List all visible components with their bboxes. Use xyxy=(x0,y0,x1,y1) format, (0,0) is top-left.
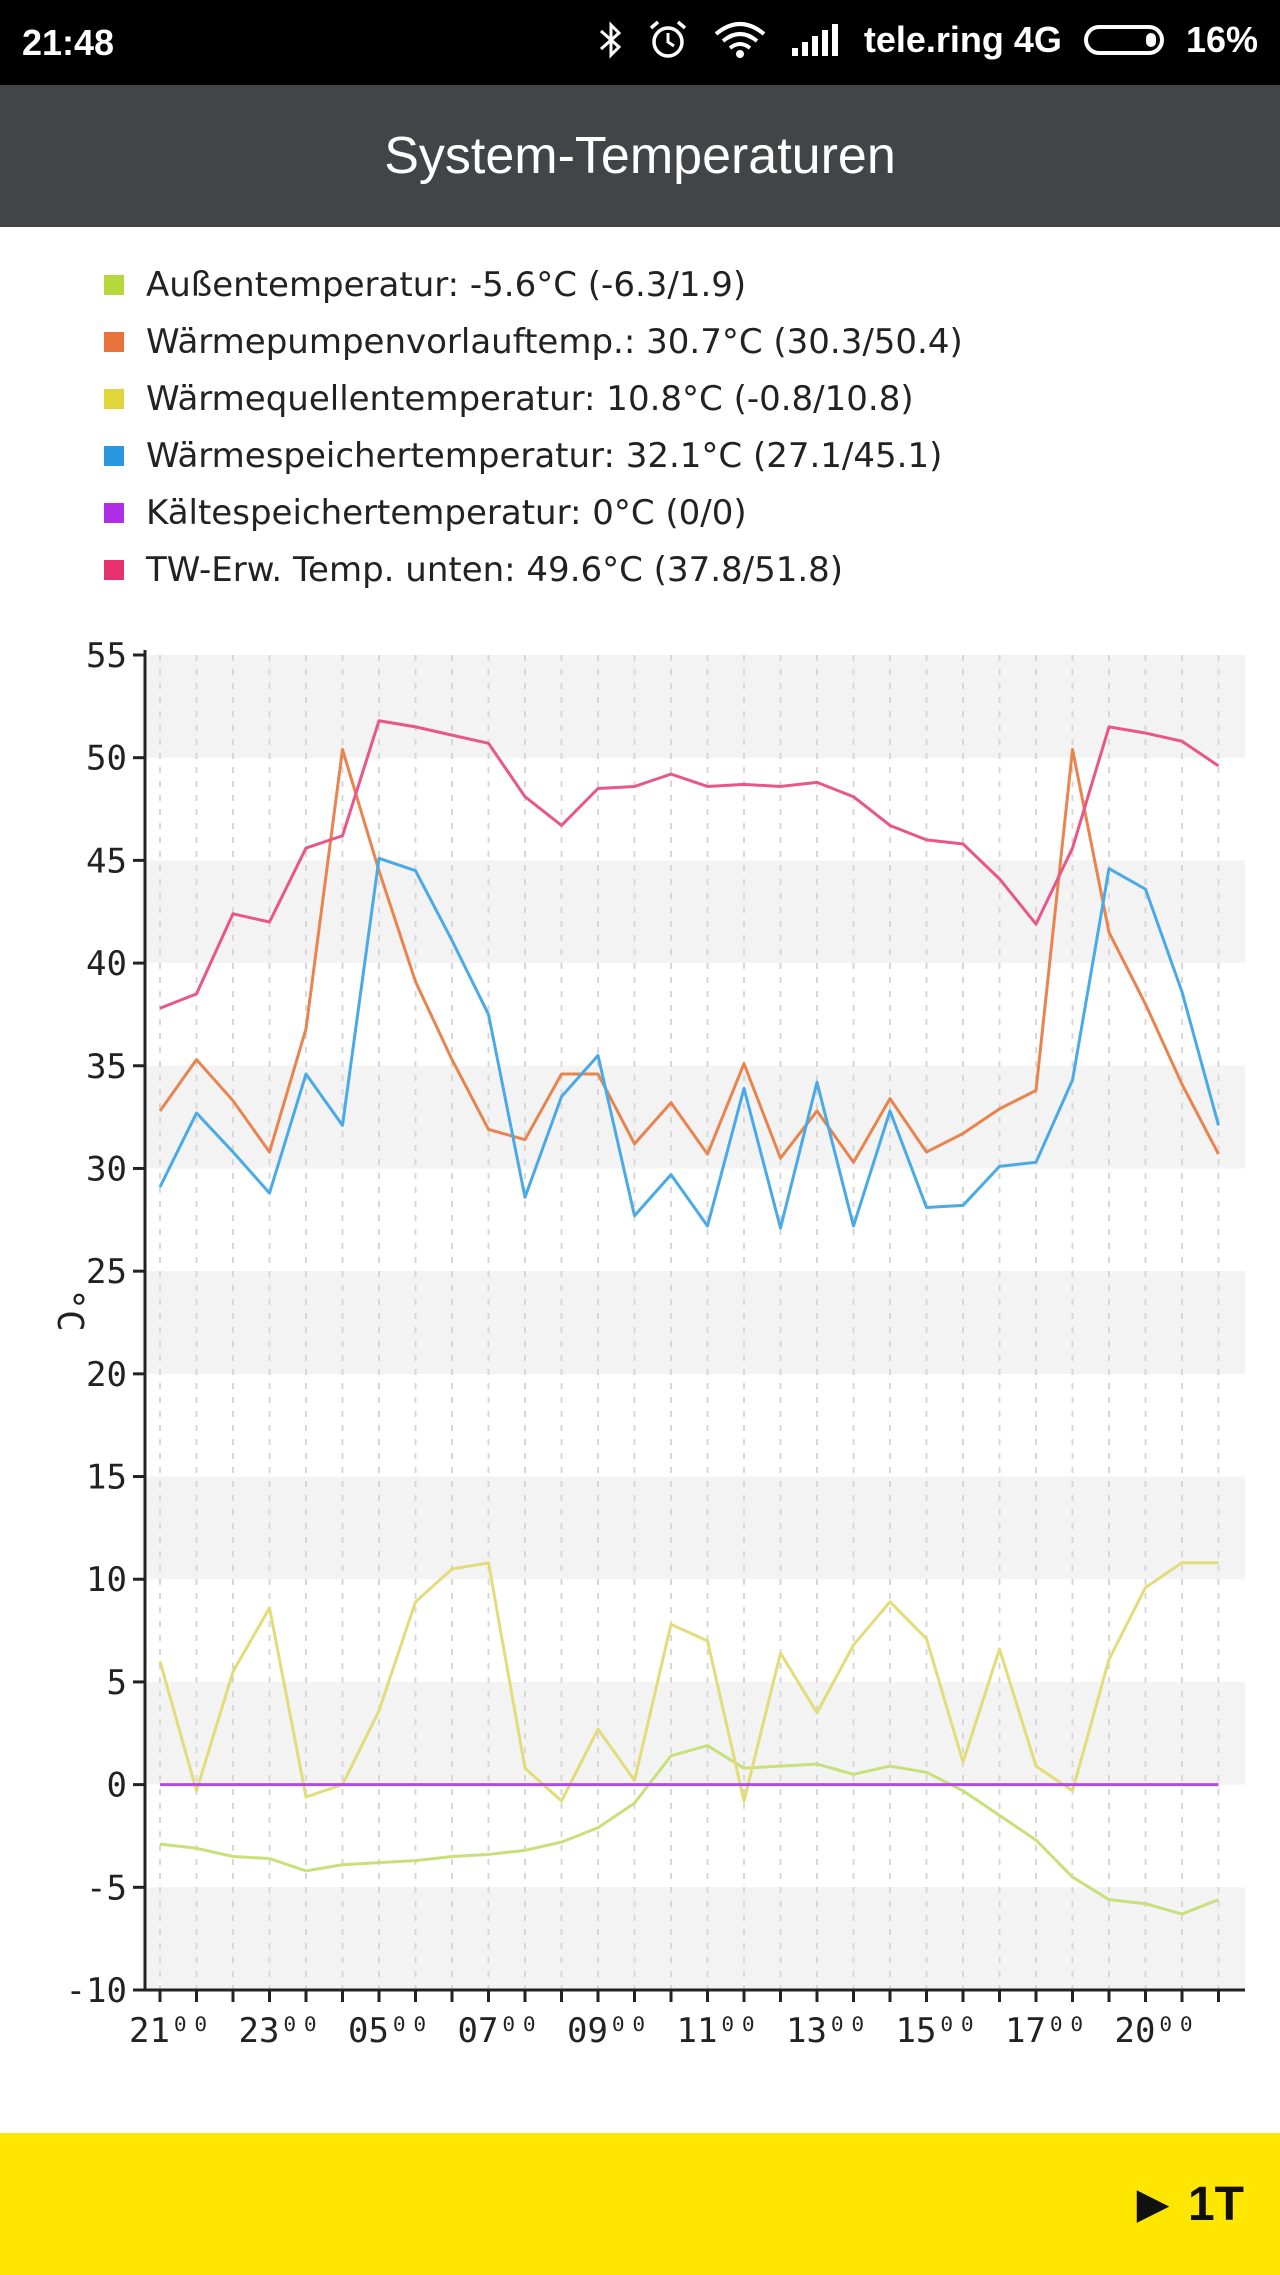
y-tick-label: 15 xyxy=(86,1458,127,1498)
status-time: 21:48 xyxy=(22,22,115,63)
legend-swatch xyxy=(104,559,124,580)
y-tick-label: 50 xyxy=(86,739,127,779)
y-tick-label: 5 xyxy=(107,1663,127,1703)
period-button[interactable]: ▶ 1T xyxy=(1137,2133,1244,2275)
legend-swatch xyxy=(104,502,124,523)
y-tick-label: -10 xyxy=(66,1971,127,2011)
grid-band xyxy=(147,1681,1245,1785)
y-axis-label: °C xyxy=(49,1288,90,1331)
x-tick-label: 11⁰⁰ xyxy=(677,2011,759,2051)
y-tick-label: 25 xyxy=(86,1252,127,1292)
bottom-bar: ▶ 1T xyxy=(0,2133,1280,2275)
temperature-chart: -10 -5 0 5 10 15 20 25 30 35 40 45 50 55 21⁰⁰ 23⁰⁰ 05⁰⁰ 0… xyxy=(0,620,1280,2060)
legend-item: TW-Erw. Temp. unten: 49.6°C (37.8/51.8) xyxy=(104,541,963,598)
grid-band xyxy=(147,1271,1245,1374)
x-tick-label: 05⁰⁰ xyxy=(348,2011,430,2051)
x-tick-label: 17⁰⁰ xyxy=(1005,2011,1087,2051)
legend-label: TW-Erw. Temp. unten: 49.6°C (37.8/51.8) xyxy=(146,549,844,590)
series-line xyxy=(159,1744,1220,1916)
y-tick-label: 0 xyxy=(107,1766,127,1806)
x-tick-label: 15⁰⁰ xyxy=(896,2011,978,2051)
legend-label: Außentemperatur: -5.6°C (-6.3/1.9) xyxy=(146,264,747,305)
carrier-label: tele.ring 4G xyxy=(863,19,1062,60)
y-tick-label: 40 xyxy=(86,944,127,984)
series-line xyxy=(158,747,1220,1164)
legend-swatch xyxy=(104,388,124,409)
app-bar: System-Temperaturen xyxy=(0,85,1280,227)
series-line xyxy=(158,1561,1219,1803)
y-tick-label: 55 xyxy=(86,636,127,676)
wifi-icon xyxy=(712,20,768,60)
legend-label: Wärmequellentemperatur: 10.8°C (-0.8/10.… xyxy=(146,378,914,419)
status-icons: tele.ring 4G 16% xyxy=(598,18,1258,62)
page-title: System-Temperaturen xyxy=(384,127,896,185)
x-tick-label: 20⁰⁰ xyxy=(1115,2011,1197,2051)
x-tick-label: 23⁰⁰ xyxy=(239,2011,321,2051)
legend-item: Außentemperatur: -5.6°C (-6.3/1.9) xyxy=(104,256,963,313)
legend-swatch xyxy=(104,274,124,295)
y-tick-label: 10 xyxy=(86,1560,127,1600)
y-tick-label: 30 xyxy=(86,1149,127,1189)
alarm-icon xyxy=(646,18,690,62)
y-tick-label: 20 xyxy=(86,1355,127,1395)
signal-icon xyxy=(790,22,842,58)
grid-band xyxy=(147,1887,1245,1990)
series-line xyxy=(158,856,1220,1230)
play-icon: ▶ xyxy=(1137,2182,1168,2226)
legend-label: Kältespeichertemperatur: 0°C (0/0) xyxy=(146,492,747,533)
grid-band xyxy=(147,655,1245,758)
legend-label: Wärmepumpenvorlauftemp.: 30.7°C (30.3/50… xyxy=(146,321,963,362)
chart-legend: Außentemperatur: -5.6°C (-6.3/1.9) Wärmep… xyxy=(104,256,963,598)
y-tick-label: 45 xyxy=(86,841,127,881)
battery-percent: 16% xyxy=(1185,19,1258,60)
x-tick-label: 09⁰⁰ xyxy=(567,2011,649,2051)
x-tick-label: 13⁰⁰ xyxy=(786,2011,868,2051)
x-tick-label: 07⁰⁰ xyxy=(458,2011,540,2051)
legend-item: Wärmespeichertemperatur: 32.1°C (27.1/45… xyxy=(104,427,963,484)
bluetooth-icon xyxy=(598,20,624,60)
battery-icon xyxy=(1083,25,1164,55)
series-line xyxy=(159,719,1220,1010)
period-label: 1T xyxy=(1187,2177,1244,2231)
grid-band xyxy=(147,860,1245,964)
legend-item: Kältespeichertemperatur: 0°C (0/0) xyxy=(104,484,963,541)
status-bar: 21:48 tele.ring 4G 16% xyxy=(0,0,1280,85)
legend-item: Wärmequellentemperatur: 10.8°C (-0.8/10.… xyxy=(104,370,963,427)
y-tick-label: 35 xyxy=(86,1047,127,1087)
legend-swatch xyxy=(104,331,124,352)
legend-item: Wärmepumpenvorlauftemp.: 30.7°C (30.3/50… xyxy=(104,313,963,370)
grid-band xyxy=(147,1065,1245,1169)
grid-band xyxy=(147,1476,1245,1580)
legend-label: Wärmespeichertemperatur: 32.1°C (27.1/45… xyxy=(146,435,943,476)
y-tick-label: -5 xyxy=(86,1868,127,1908)
x-tick-label: 21⁰⁰ xyxy=(129,2011,211,2051)
legend-swatch xyxy=(104,445,124,466)
